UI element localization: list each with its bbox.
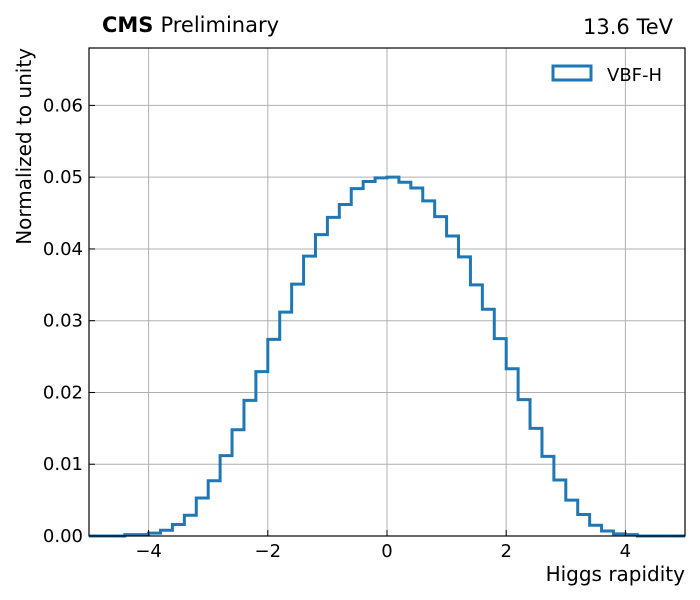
x-tick-label: −2 (255, 541, 282, 562)
experiment-name: CMS (102, 13, 153, 37)
energy-label: 13.6 TeV (583, 15, 674, 39)
y-tick-label: 0.04 (43, 239, 83, 260)
legend-swatch-vbf-h (551, 64, 593, 82)
y-tick-label: 0.02 (43, 382, 83, 403)
y-axis-label: Normalized to unity (12, 48, 36, 245)
x-tick-label: 0 (381, 541, 392, 562)
grid-lines (89, 48, 685, 537)
legend-label-vbf-h: VBF-H (607, 65, 662, 86)
legend: VBF-H (551, 64, 662, 86)
x-tick-label: 4 (620, 541, 631, 562)
axis-ticks: −4 −2 0 2 4 0.00 0.01 0.02 0.03 0.04 0.05 0.06 (43, 95, 631, 562)
experiment-label: CMS Preliminary (102, 13, 279, 37)
experiment-status: Preliminary (160, 13, 279, 37)
x-tick-label: 2 (500, 541, 511, 562)
histogram-series-vbf-h (89, 175, 685, 538)
x-tick-label: −4 (135, 541, 162, 562)
y-tick-label: 0.06 (43, 95, 83, 116)
y-tick-label: 0.00 (43, 526, 83, 547)
x-axis-label: Higgs rapidity (546, 562, 686, 586)
y-tick-label: 0.03 (43, 311, 83, 332)
y-tick-label: 0.05 (43, 167, 83, 188)
y-tick-label: 0.01 (43, 454, 83, 475)
